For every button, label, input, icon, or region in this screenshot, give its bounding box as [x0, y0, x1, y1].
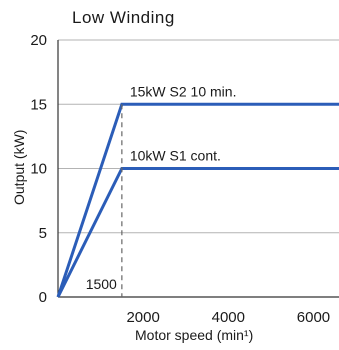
y-tick-label: 20: [30, 32, 47, 49]
y-axis-label: Output (kW): [11, 130, 27, 205]
series-label: 15kW S2 10 min.: [130, 83, 237, 99]
y-tick-labels: 0 5 10 15 20: [30, 32, 47, 306]
annotations: 1500: [86, 104, 123, 297]
series-lines: 15kW S2 10 min. 10kW S1 cont.: [56, 83, 339, 298]
x-tick-label: 2000: [126, 309, 159, 326]
y-tick-label: 15: [30, 96, 47, 113]
series-line: [56, 102, 339, 298]
y-tick-label: 0: [39, 289, 47, 306]
y-tick-label: 10: [30, 161, 47, 178]
base-speed-label: 1500: [86, 276, 117, 292]
series-label: 10kW S1 cont.: [130, 148, 221, 164]
axes: [57, 40, 339, 298]
x-tick-label: 6000: [297, 309, 330, 326]
chart-title: Low Winding: [72, 8, 175, 27]
gridlines: [58, 39, 339, 234]
x-axis-label: Motor speed (min¹): [135, 327, 253, 343]
x-tick-labels: 2000 4000 6000: [126, 309, 330, 326]
y-tick-label: 5: [39, 225, 47, 242]
x-tick-label: 4000: [212, 309, 245, 326]
